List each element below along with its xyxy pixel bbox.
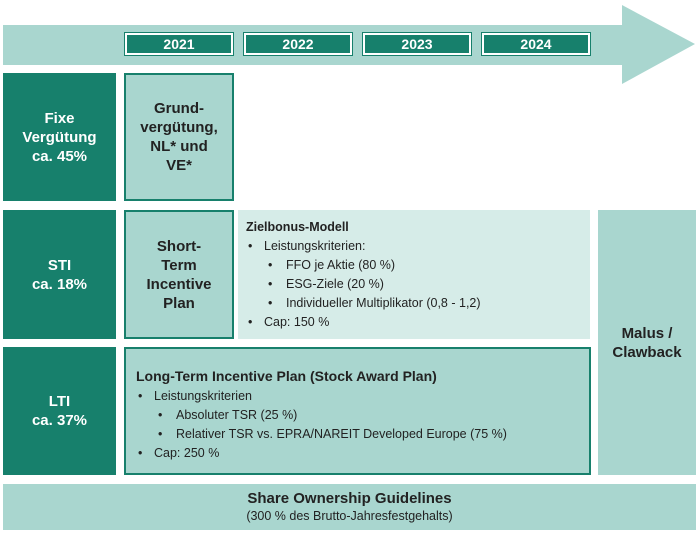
sti-label: STI ca. 18% xyxy=(3,210,116,339)
year-2022: 2022 xyxy=(243,32,353,56)
sti-criterion-multiplier: Individueller Multiplikator (0,8 - 1,2) xyxy=(246,294,582,313)
base-salary-line2: vergütung, xyxy=(140,119,218,136)
year-2024: 2024 xyxy=(481,32,591,56)
sti-detail-panel: Zielbonus-Modell Leistungskriterien: FFO… xyxy=(238,210,590,339)
malus-clawback-box: Malus / Clawback xyxy=(598,210,696,475)
lti-criterion-absolute-tsr: Absoluter TSR (25 %) xyxy=(136,406,579,425)
sti-share: ca. 18% xyxy=(31,275,88,293)
sti-criterion-esg: ESG-Ziele (20 %) xyxy=(246,275,582,294)
sti-plan-line4: Plan xyxy=(163,294,195,312)
year-2023: 2023 xyxy=(362,32,472,56)
base-salary-line1: Grund- xyxy=(154,100,204,117)
lti-criteria-list: Leistungskriterien Absoluter TSR (25 %) … xyxy=(136,387,579,463)
base-salary-box: Grund- vergütung, NL* und VE* xyxy=(124,73,234,201)
year-2021: 2021 xyxy=(124,32,234,56)
fixed-pay-label-line2: Vergütung xyxy=(22,128,97,146)
base-salary-line3: NL* und xyxy=(150,138,208,155)
sti-plan-line2: Term xyxy=(161,256,197,274)
fixed-pay-share: ca. 45% xyxy=(31,147,88,165)
lti-cap: Cap: 250 % xyxy=(136,444,579,463)
clawback-line: Clawback xyxy=(612,343,682,361)
fixed-pay-label: Fixe Vergütung ca. 45% xyxy=(3,73,116,201)
sti-detail-title: Zielbonus-Modell xyxy=(246,220,349,234)
lti-label-line1: LTI xyxy=(48,393,71,410)
lti-label: LTI ca. 37% xyxy=(3,347,116,475)
base-salary-line4: VE* xyxy=(166,157,192,174)
lti-criterion-relative-tsr: Relativer TSR vs. EPRA/NAREIT Developed … xyxy=(136,425,579,444)
sti-plan-line3: Incentive xyxy=(146,275,212,293)
lti-detail-panel: Long-Term Incentive Plan (Stock Award Pl… xyxy=(124,347,591,475)
sti-label-line1: STI xyxy=(47,256,72,274)
lti-detail-title: Long-Term Incentive Plan (Stock Award Pl… xyxy=(136,368,437,384)
sti-cap: Cap: 150 % xyxy=(246,313,582,332)
sti-plan-line1: Short- xyxy=(156,237,202,255)
sti-criteria-heading: Leistungskriterien: xyxy=(246,237,582,256)
lti-share: ca. 37% xyxy=(31,412,88,429)
lti-criteria-heading: Leistungskriterien xyxy=(136,387,579,406)
fixed-pay-label-line1: Fixe xyxy=(44,109,75,127)
share-ownership-title: Share Ownership Guidelines xyxy=(247,490,452,507)
sti-criteria-list: Leistungskriterien: FFO je Aktie (80 %) … xyxy=(246,237,582,332)
share-ownership-bar: Share Ownership Guidelines (300 % des Br… xyxy=(3,484,696,530)
malus-line: Malus / xyxy=(621,324,673,342)
sti-criterion-ffo: FFO je Aktie (80 %) xyxy=(246,256,582,275)
share-ownership-subtitle: (300 % des Brutto-Jahresfestgehalts) xyxy=(246,509,453,523)
sti-plan-box: Short- Term Incentive Plan xyxy=(124,210,234,339)
